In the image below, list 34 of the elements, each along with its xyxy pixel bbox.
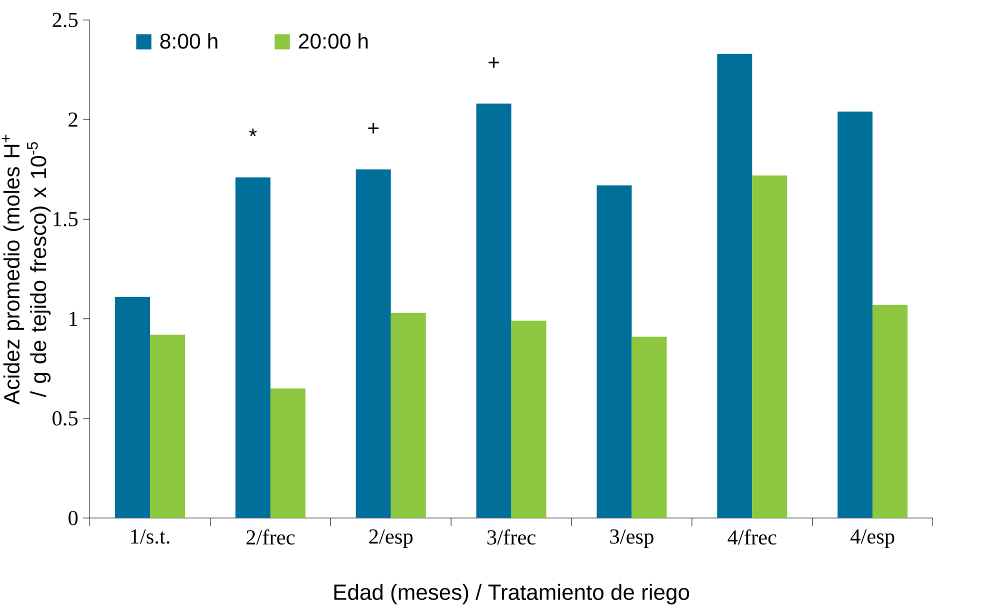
- x-tick-label: 1/s.t.: [131, 529, 170, 544]
- legend-label: 20:00 h: [298, 33, 368, 49]
- bar: [115, 296, 150, 518]
- bar: [270, 388, 306, 518]
- x-axis-title: Edad (meses) / Tratamiento de riego: [334, 584, 690, 604]
- annotation: +: [488, 57, 499, 68]
- y-tick-label: 2.5: [52, 12, 78, 28]
- y-tick-label: 0.5: [52, 411, 78, 426]
- annotation: *: [249, 128, 257, 136]
- bar: [235, 177, 270, 518]
- legend-label: 8:00 h: [160, 33, 218, 49]
- x-tick-label: 3/frec: [487, 529, 536, 545]
- bar: [356, 169, 391, 518]
- x-tick-label: 3/esp: [610, 529, 654, 548]
- bar: [511, 320, 546, 518]
- x-tick-label: 2/frec: [246, 529, 295, 545]
- annotation: +: [368, 123, 379, 134]
- bar: [838, 112, 873, 518]
- y-tick-label: 1.5: [54, 212, 78, 226]
- bar: [632, 336, 667, 518]
- bar: [752, 175, 788, 518]
- x-tick-label: 4/frec: [728, 529, 776, 545]
- bar: [596, 185, 632, 518]
- text: Acidez promedio (moles H$^{+}$ / g de tejido fresco) x 10$^{-5}$: [2, 134, 51, 405]
- bar: [390, 312, 426, 518]
- y-tick-label: 1: [70, 312, 78, 326]
- bar: [150, 334, 186, 518]
- y-tick-label: 2: [68, 112, 78, 127]
- bar: [476, 104, 512, 518]
- x-tick-label: 4/esp: [850, 529, 894, 548]
- x-tick-label: 2/esp: [369, 529, 413, 548]
- bar: [872, 304, 908, 518]
- bar: [717, 54, 752, 518]
- y-tick-label: 0: [68, 510, 78, 526]
